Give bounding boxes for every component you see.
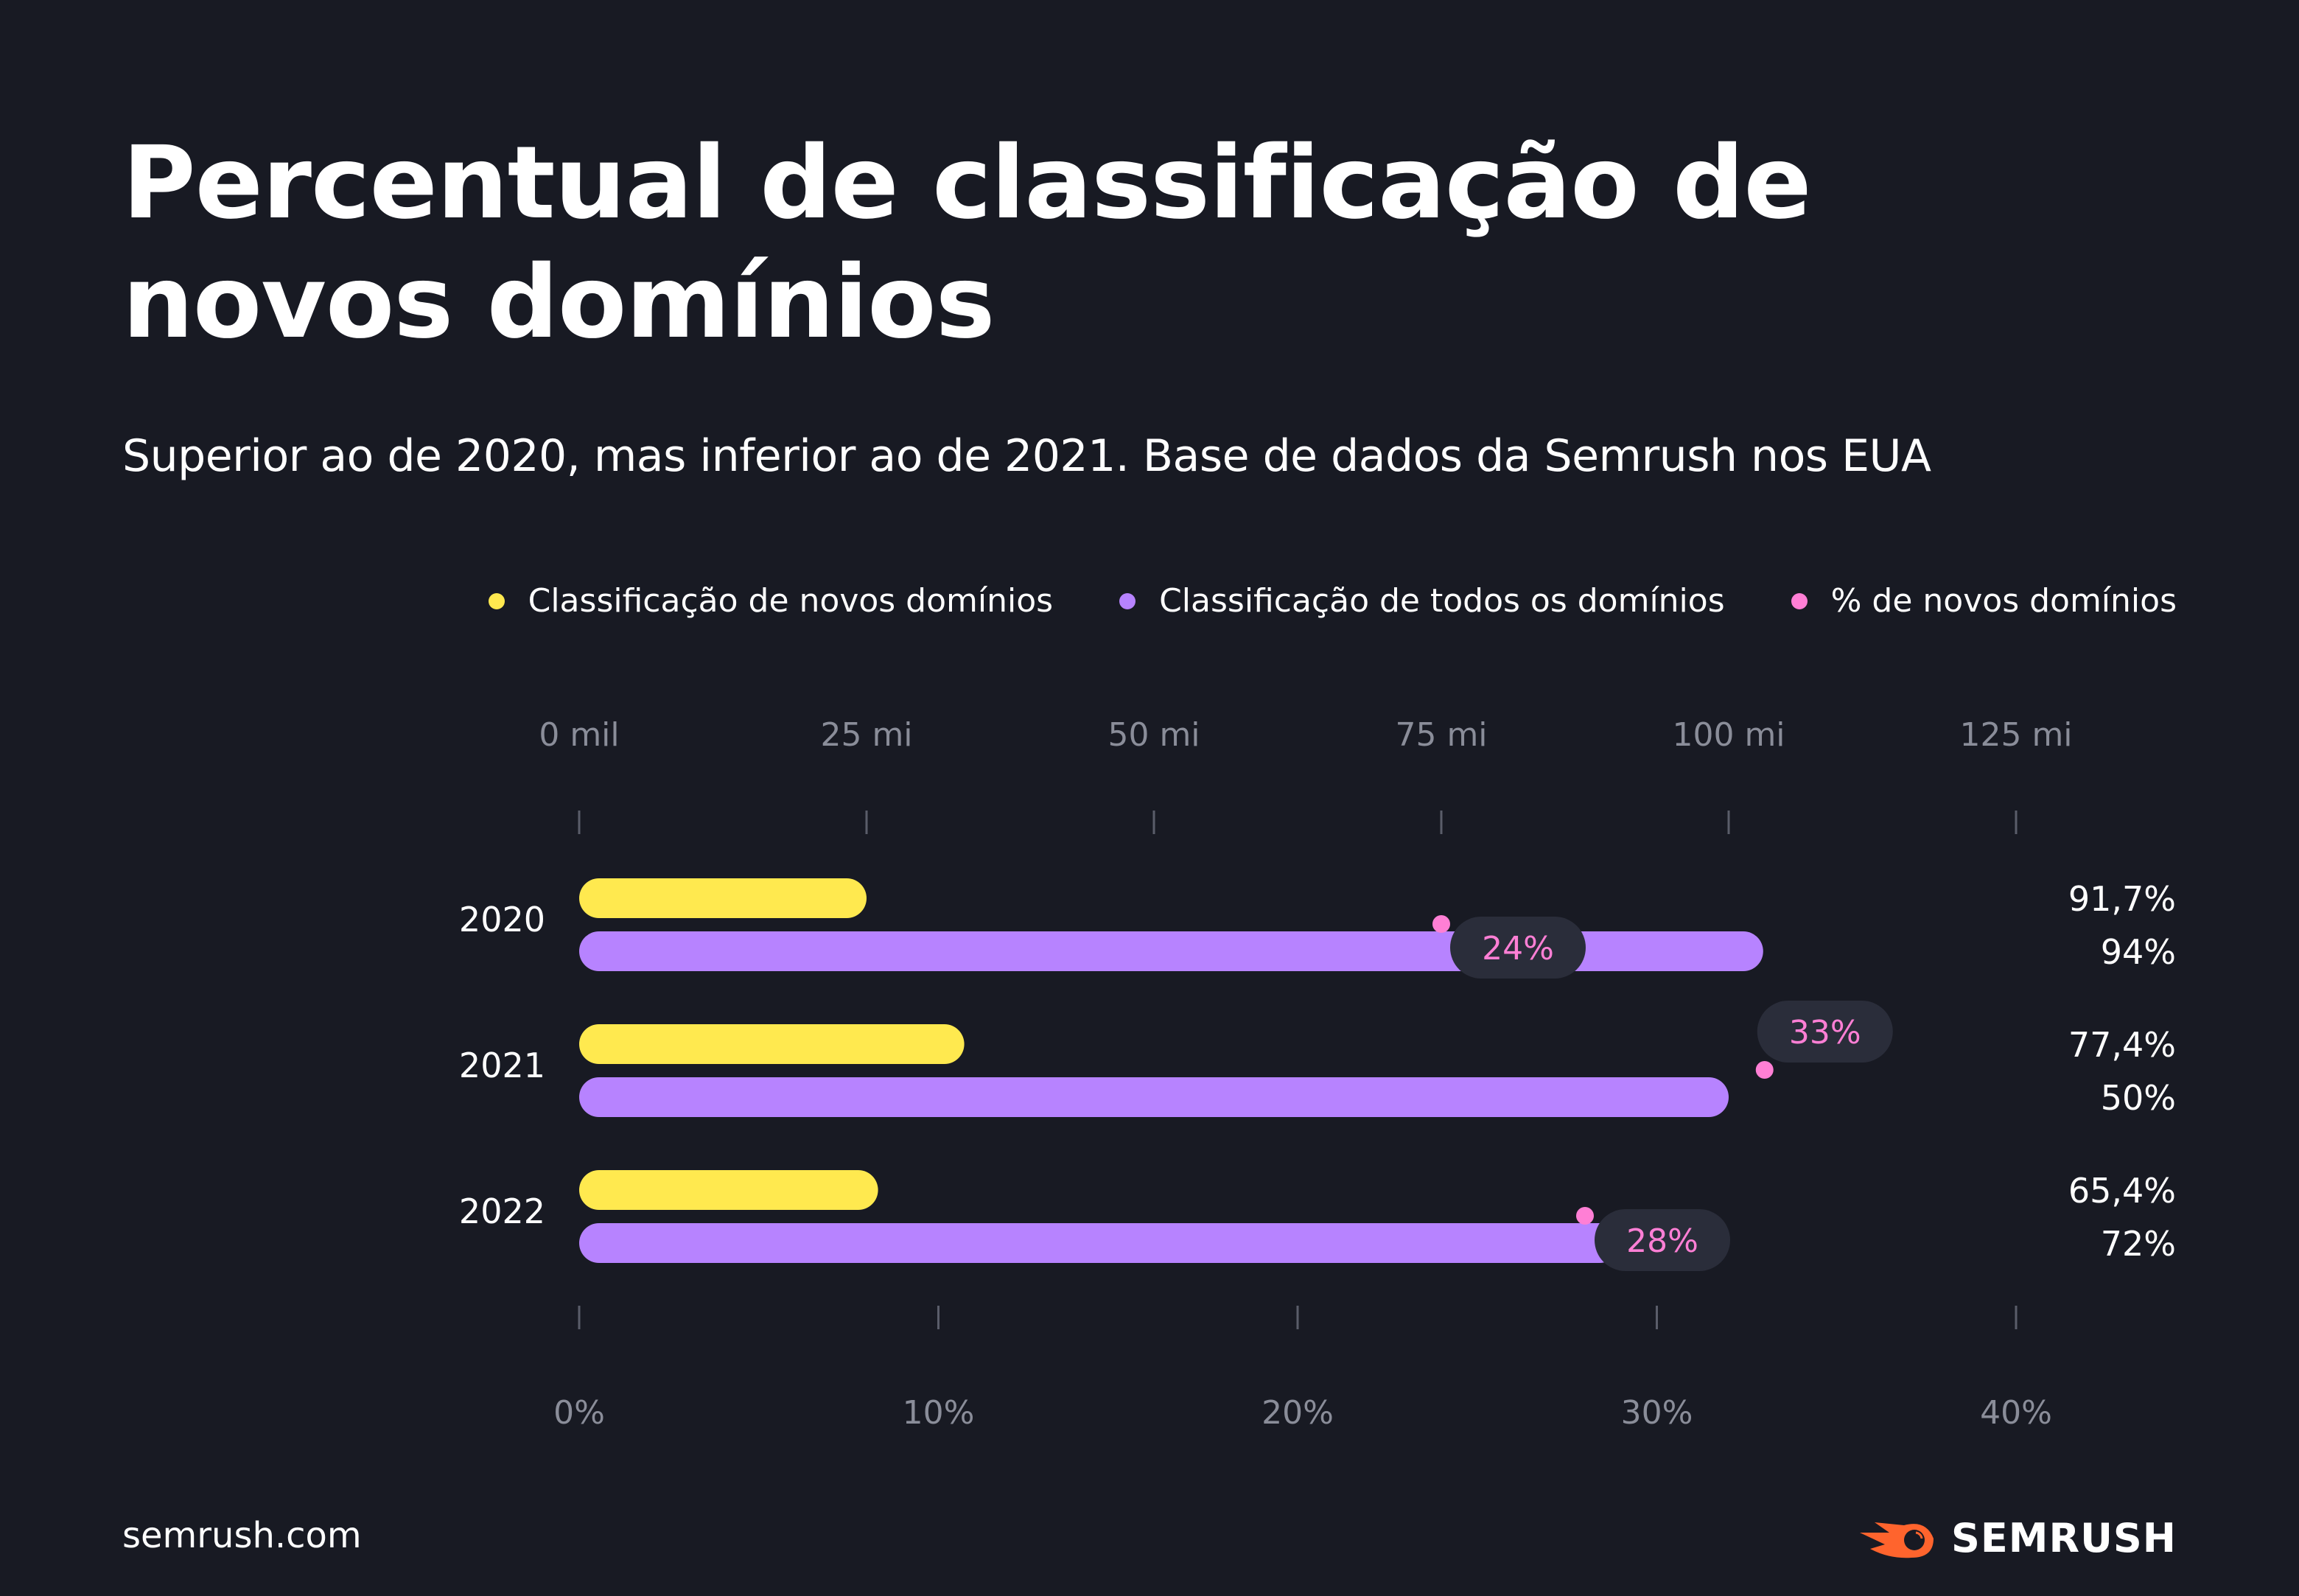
top-axis-tick-label: 75 mi	[1395, 716, 1487, 754]
percent-dot	[1432, 915, 1450, 933]
year-label: 2020	[459, 900, 545, 939]
right-label-top: 77,4%	[2068, 1025, 2176, 1065]
bar-all-domains	[579, 931, 1763, 971]
top-axis-tick-label: 25 mi	[820, 716, 912, 754]
top-axis-tick-label: 125 mi	[1959, 716, 2072, 754]
right-label-bottom: 94%	[2101, 932, 2176, 972]
top-axis-tick-label: 50 mi	[1107, 716, 1200, 754]
legend-item-all-domains: Classificação de todos os domínios	[1119, 582, 1725, 620]
bar-all-domains	[579, 1223, 1620, 1263]
legend-label: Classificação de novos domínios	[528, 582, 1054, 620]
bottom-axis-tick-label: 10%	[903, 1394, 975, 1432]
legend-dot-icon	[488, 592, 505, 609]
year-label: 2022	[459, 1191, 545, 1231]
footer-url: semrush.com	[122, 1515, 362, 1556]
percent-pill	[1450, 917, 1586, 979]
percent-label: 28%	[1626, 1222, 1698, 1260]
bar-new-domains	[579, 1170, 878, 1210]
bottom-axis-tick-label: 0%	[553, 1394, 605, 1432]
bar-new-domains	[579, 1024, 965, 1064]
percent-label: 24%	[1482, 930, 1554, 967]
top-axis-tick-label: 0 mil	[539, 716, 619, 754]
page-title: Percentual de classificação de novos dom…	[122, 125, 1812, 361]
bottom-axis-tick-label: 30%	[1621, 1394, 1693, 1432]
semrush-fireball-icon	[1859, 1522, 1934, 1558]
logo-text: SEMRUSH	[1950, 1515, 2177, 1561]
percent-pill	[1757, 1001, 1893, 1063]
year-label: 2021	[459, 1046, 545, 1085]
right-label-bottom: 72%	[2101, 1224, 2176, 1264]
bar-all-domains	[579, 1077, 1729, 1117]
right-label-bottom: 50%	[2101, 1078, 2176, 1118]
chart-legend: Classificação de novos domínios Classifi…	[488, 582, 2177, 620]
right-label-top: 91,7%	[2068, 879, 2176, 919]
legend-label: Classificação de todos os domínios	[1159, 582, 1725, 620]
right-label-top: 65,4%	[2068, 1171, 2176, 1211]
subtitle: Superior ao de 2020, mas inferior ao de …	[122, 430, 1931, 482]
semrush-logo: SEMRUSH	[1859, 1515, 2177, 1561]
percent-label: 33%	[1789, 1014, 1861, 1051]
bar-new-domains	[579, 878, 867, 918]
bottom-axis-tick-label: 40%	[1980, 1394, 2052, 1432]
legend-item-new-domains: Classificação de novos domínios	[488, 582, 1054, 620]
top-axis-tick-label: 100 mi	[1672, 716, 1785, 754]
legend-item-percent-new: % de novos domínios	[1791, 582, 2177, 620]
legend-label: % de novos domínios	[1830, 582, 2177, 620]
legend-dot-icon	[1791, 592, 1808, 609]
percent-dot	[1755, 1061, 1774, 1079]
bottom-axis-tick-label: 20%	[1262, 1394, 1334, 1432]
percent-pill	[1595, 1209, 1730, 1271]
percent-dot	[1576, 1207, 1594, 1225]
legend-dot-icon	[1119, 592, 1136, 609]
